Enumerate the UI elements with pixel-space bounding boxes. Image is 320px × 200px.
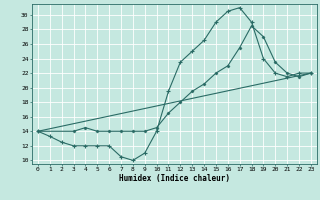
X-axis label: Humidex (Indice chaleur): Humidex (Indice chaleur) [119, 174, 230, 183]
